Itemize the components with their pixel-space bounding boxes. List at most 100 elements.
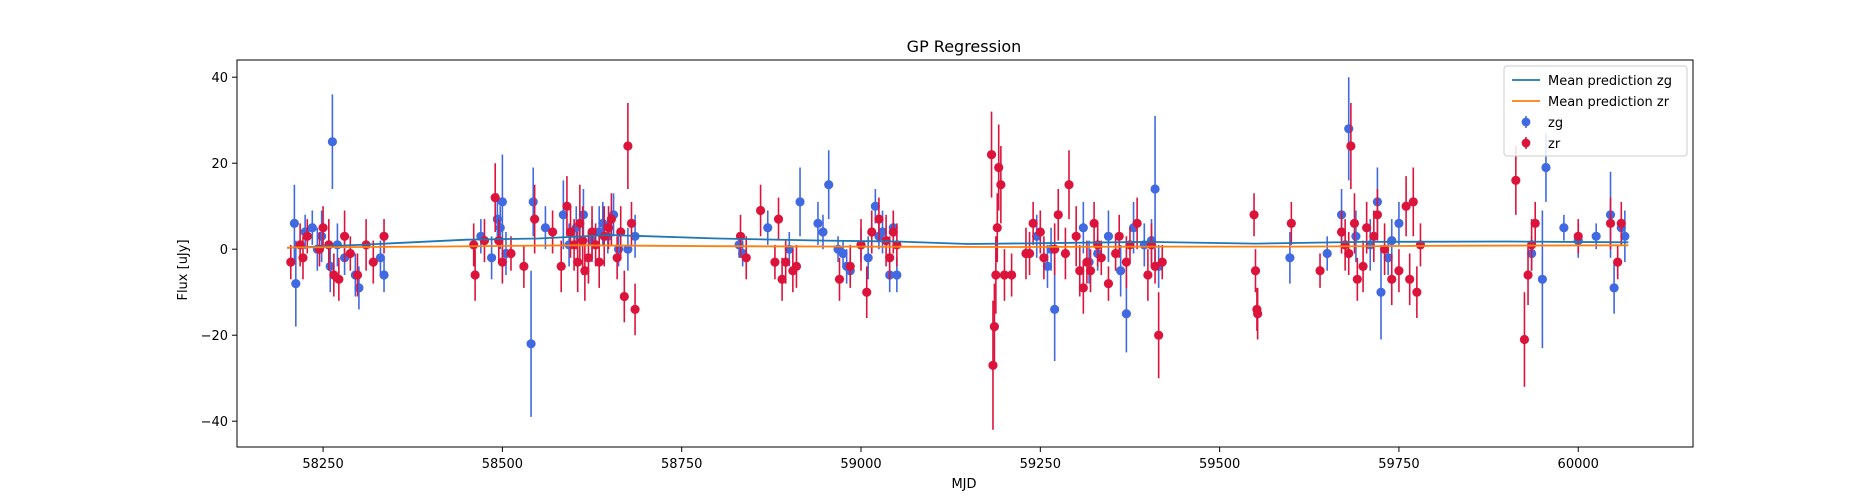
- x-tick-label: 58250: [302, 457, 343, 472]
- x-tick-label: 58750: [661, 457, 702, 472]
- zr-point: [1511, 175, 1521, 185]
- zr-point: [298, 253, 308, 263]
- plot-frame: [236, 59, 1694, 448]
- zr-point: [1401, 201, 1411, 211]
- zr-point: [1405, 274, 1415, 284]
- zr-point: [1039, 253, 1049, 263]
- legend-label: zg: [1548, 116, 1563, 131]
- zg-point: [1541, 162, 1551, 173]
- zr-point: [1336, 227, 1347, 237]
- zg-point: [1383, 253, 1393, 263]
- zr-point: [1114, 231, 1124, 241]
- zr-point: [994, 162, 1004, 173]
- zr-point: [1024, 248, 1035, 259]
- zg-point: [375, 253, 386, 263]
- zr-point: [1573, 231, 1583, 241]
- zr-point: [1132, 218, 1142, 228]
- zr-point: [867, 227, 877, 237]
- zr-point: [556, 261, 566, 271]
- y-axis-label: Flux [uJy]: [176, 239, 191, 300]
- zr-point: [1613, 257, 1623, 267]
- zr-point: [1344, 248, 1354, 259]
- zg-point: [317, 231, 327, 241]
- zr-point: [623, 141, 633, 151]
- zr-point: [777, 274, 787, 284]
- zr-point: [1078, 283, 1088, 293]
- zg-point: [623, 244, 633, 254]
- zr-point: [1035, 227, 1045, 237]
- zg-point: [540, 223, 551, 233]
- zg-point: [487, 253, 497, 263]
- zr-point: [1523, 270, 1533, 280]
- zr-point: [1082, 257, 1092, 267]
- zg-point: [327, 137, 337, 147]
- zg-point: [877, 227, 888, 237]
- legend-item-mean_zg: Mean prediction zg: [1512, 74, 1672, 89]
- zr-point: [606, 214, 617, 224]
- zr-point: [470, 270, 480, 280]
- zg-point: [818, 227, 828, 237]
- zg-point: [1285, 253, 1295, 263]
- zr-point: [1605, 218, 1616, 228]
- zg-point: [1387, 236, 1397, 246]
- legend-item-zr: zr: [1521, 137, 1561, 152]
- zr-point: [619, 291, 629, 302]
- zr-point: [1064, 180, 1074, 190]
- zg-point: [307, 223, 317, 233]
- zr-point: [530, 214, 540, 224]
- zr-point: [1075, 266, 1085, 276]
- zg-point: [1537, 274, 1547, 284]
- zr-point: [1530, 218, 1540, 228]
- zg-point: [354, 283, 364, 293]
- zr-point: [1616, 218, 1626, 228]
- zg-point: [1042, 261, 1053, 271]
- zr-point: [519, 261, 529, 271]
- zg-point: [289, 218, 299, 228]
- zr-point: [286, 257, 296, 267]
- legend-item-mean_zr: Mean prediction zr: [1512, 95, 1670, 110]
- plot-area: 58250 58500 58750 59000 59250 59500 59750 60000…: [201, 59, 1694, 472]
- zr-point: [1250, 266, 1261, 276]
- zg-point: [870, 201, 880, 211]
- zr-point: [845, 261, 855, 271]
- zg-point: [1050, 304, 1060, 314]
- zg-point: [291, 279, 301, 289]
- zg-point: [528, 197, 538, 207]
- mean-prediction-zr-line: [287, 244, 1629, 249]
- zr-point: [1286, 218, 1296, 228]
- zr-point: [885, 253, 895, 263]
- zr-point: [630, 304, 640, 314]
- zr-point: [1394, 266, 1404, 276]
- zr-point: [989, 322, 1000, 332]
- mean-prediction-zg-line: [287, 234, 1629, 249]
- zr-point: [1352, 274, 1362, 284]
- zg-point: [1103, 231, 1114, 241]
- zr-point: [352, 270, 363, 280]
- zr-point: [1028, 218, 1038, 228]
- zr-point: [565, 227, 576, 237]
- zr-point: [1369, 231, 1379, 241]
- zr-point: [1346, 141, 1356, 151]
- zr-point: [999, 270, 1010, 280]
- zr-point: [562, 201, 572, 211]
- zr-point: [318, 223, 328, 233]
- zr-point: [345, 248, 355, 259]
- zg-point: [1116, 266, 1126, 276]
- zg-point: [892, 270, 902, 280]
- zr-point: [1387, 274, 1397, 284]
- data-layer: [286, 77, 1630, 430]
- zr-point: [755, 205, 766, 216]
- zr-point: [506, 248, 516, 259]
- zr-point: [1096, 253, 1106, 263]
- legend: Mean prediction zg Mean prediction zr zg zr: [1503, 65, 1688, 157]
- zg-point: [795, 197, 805, 207]
- legend-box: [1503, 65, 1688, 157]
- zr-point: [302, 231, 312, 241]
- zr-point: [862, 287, 872, 297]
- zr-point: [587, 227, 597, 237]
- zg-point: [497, 197, 507, 207]
- legend-marker-swatch: [1521, 138, 1531, 148]
- zr-point: [874, 214, 884, 224]
- zg-point: [863, 253, 873, 263]
